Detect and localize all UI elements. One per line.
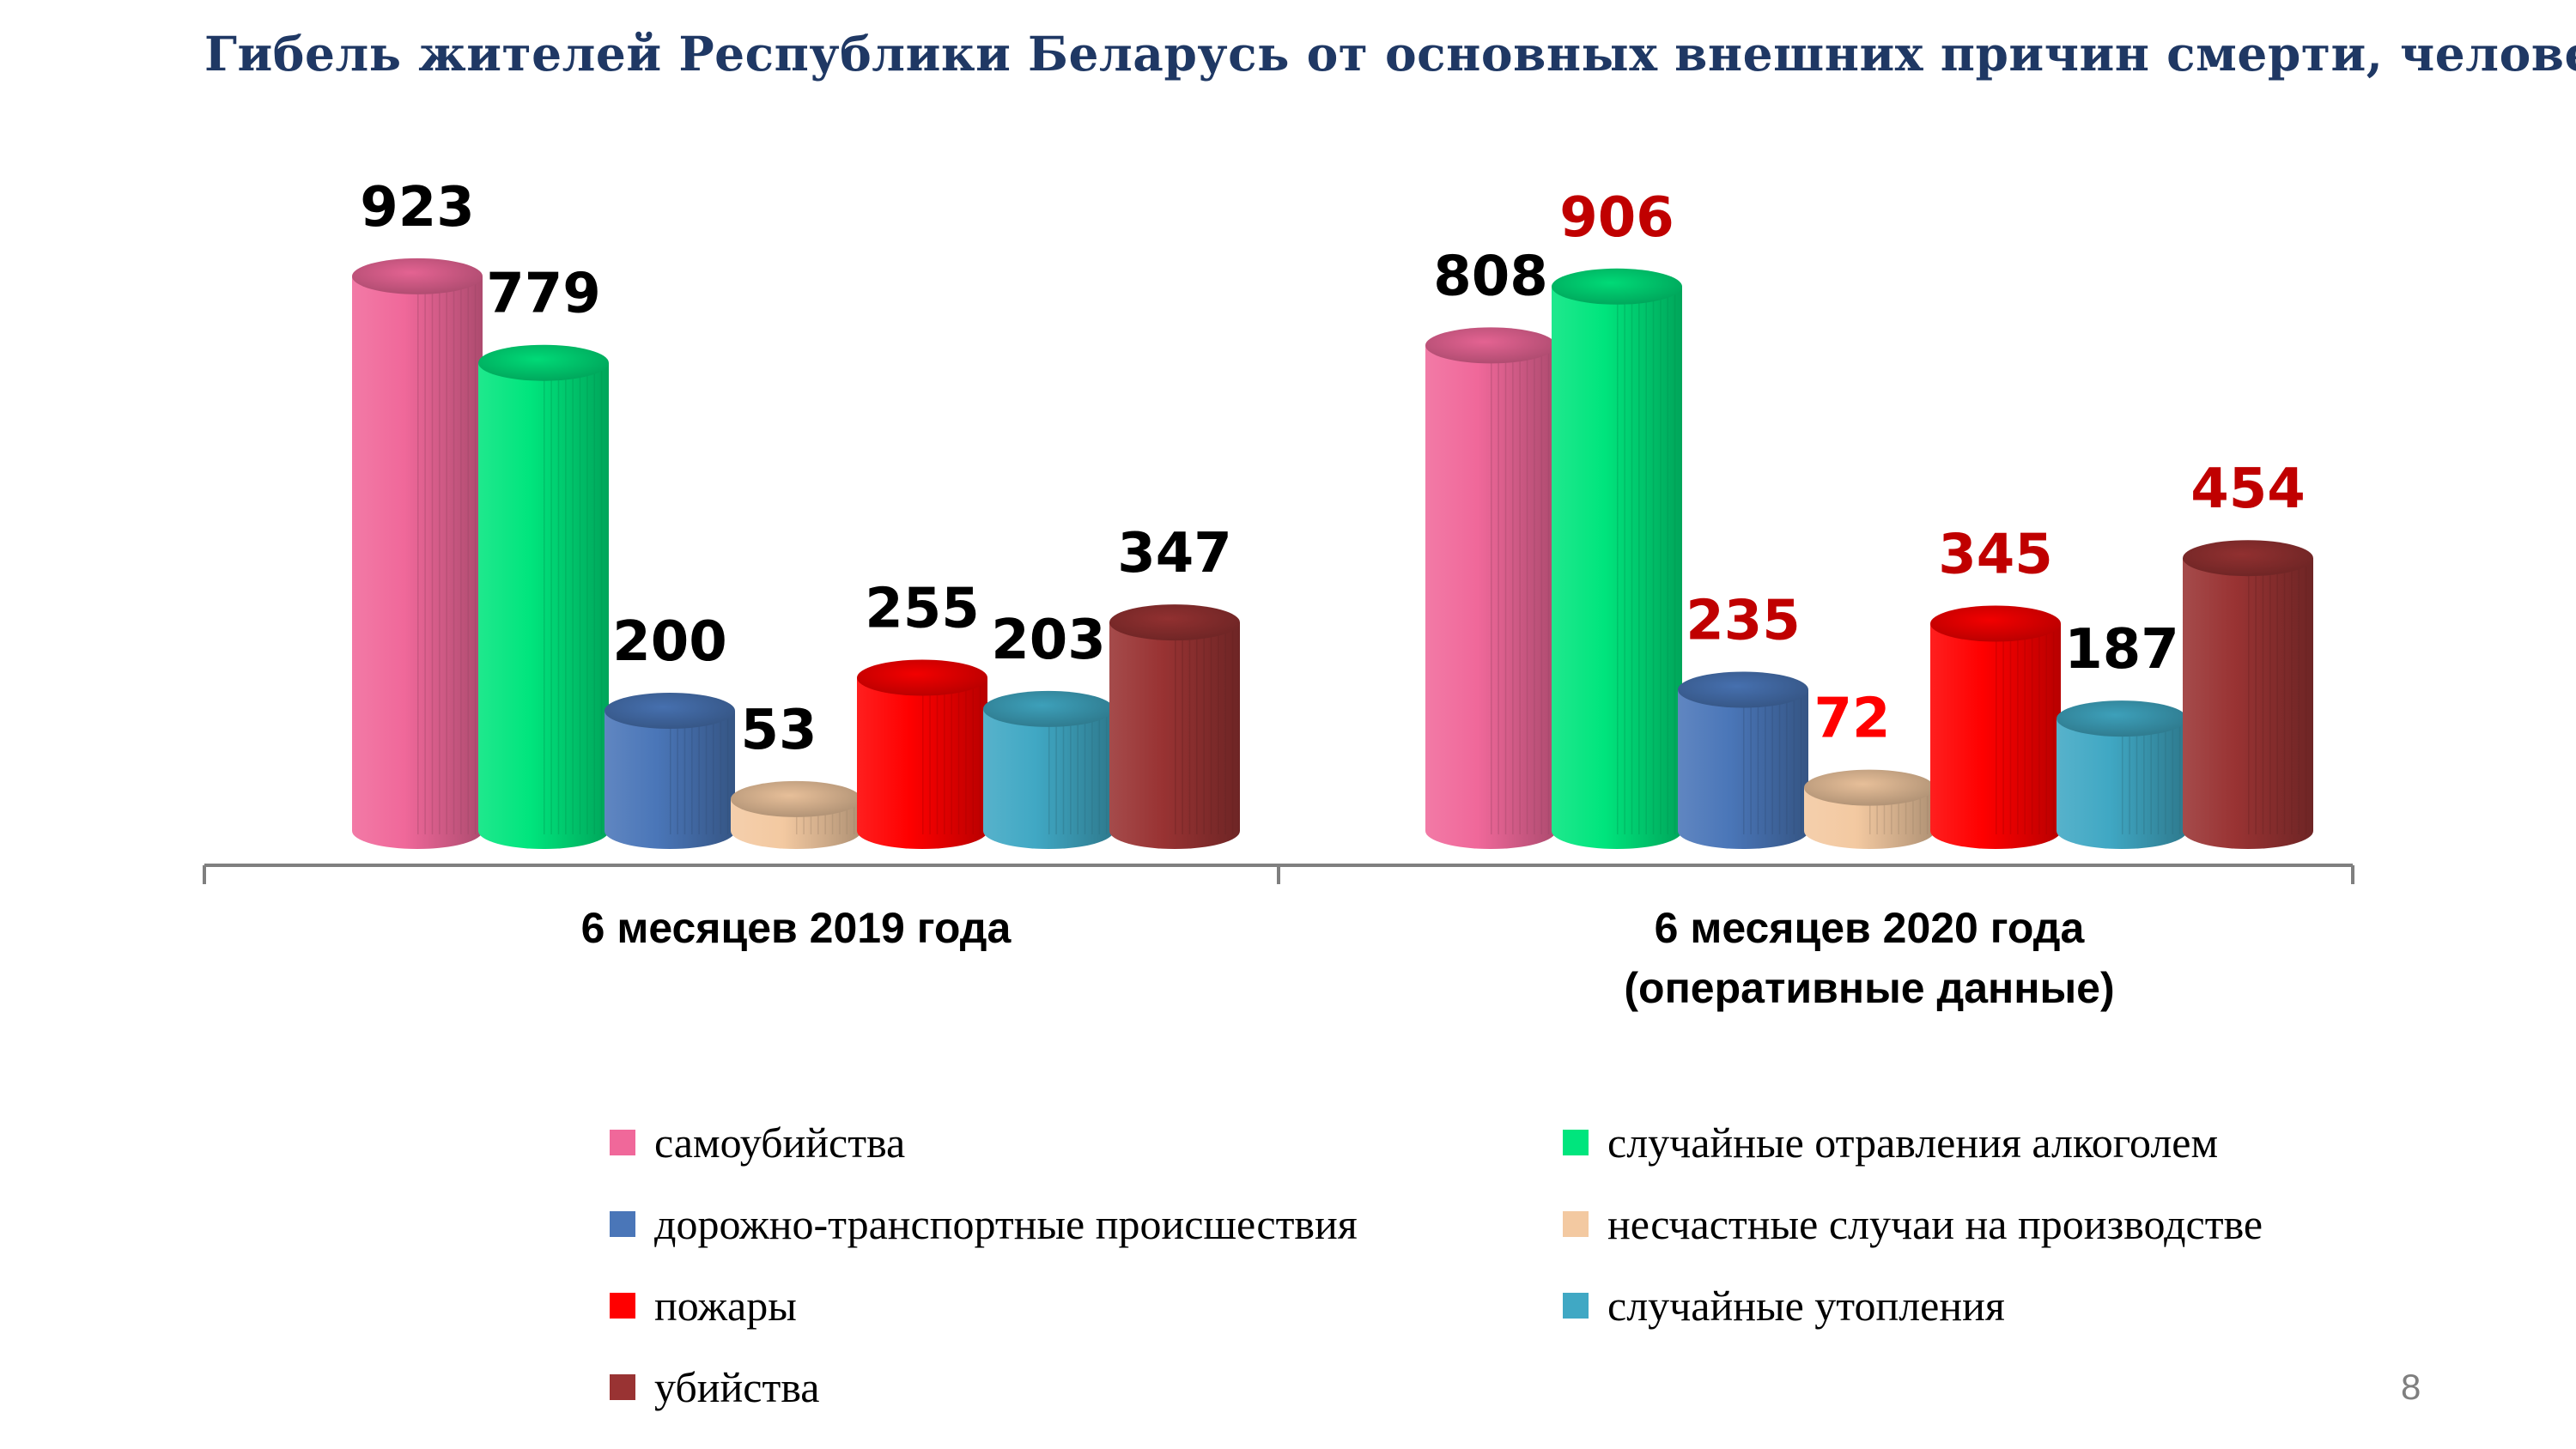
category-label: (оперативные данные): [1624, 964, 2114, 1012]
bar-1-1: [1552, 268, 1682, 849]
bar-5-0: [983, 690, 1114, 849]
value-label: 454: [2190, 458, 2306, 521]
value-label: 235: [1686, 590, 1801, 653]
value-label: 906: [1559, 186, 1674, 250]
bar-3-0: [731, 780, 861, 849]
bar-5-1: [2057, 700, 2187, 849]
value-label: 255: [865, 578, 980, 641]
bar-2-0: [605, 693, 735, 849]
bar-1-0: [478, 344, 609, 849]
bar-6-0: [1109, 604, 1240, 849]
category-label: 6 месяцев 2019 года: [581, 904, 1012, 952]
category-label: 6 месяцев 2020 года: [1655, 904, 2086, 952]
bar-6-1: [2183, 540, 2313, 849]
page-number: 8: [2401, 1367, 2421, 1407]
bar-3-1: [1804, 769, 1935, 849]
value-label: 53: [740, 699, 817, 762]
bar-4-1: [1930, 605, 2061, 849]
value-label: 345: [1938, 524, 2053, 587]
value-label: 72: [1814, 688, 1890, 751]
value-label: 200: [612, 610, 727, 674]
value-label: 808: [1433, 245, 1548, 308]
bars: [352, 258, 2313, 849]
value-label: 347: [1117, 522, 1232, 585]
category-labels: 6 месяцев 2019 года 6 месяцев 2020 года (о…: [581, 904, 2115, 1012]
bar-0-1: [1425, 327, 1556, 849]
chart-title: Гибель жителей Республики Беларусь от ос…: [204, 26, 2576, 82]
bar-0-0: [352, 258, 483, 849]
value-label: 779: [486, 263, 601, 326]
value-label: 203: [991, 609, 1106, 672]
value-label: 923: [360, 176, 475, 239]
x-axis: [203, 864, 2354, 884]
value-label: 187: [2064, 618, 2179, 682]
bar-2-1: [1678, 671, 1808, 849]
bar-4-0: [857, 659, 987, 849]
